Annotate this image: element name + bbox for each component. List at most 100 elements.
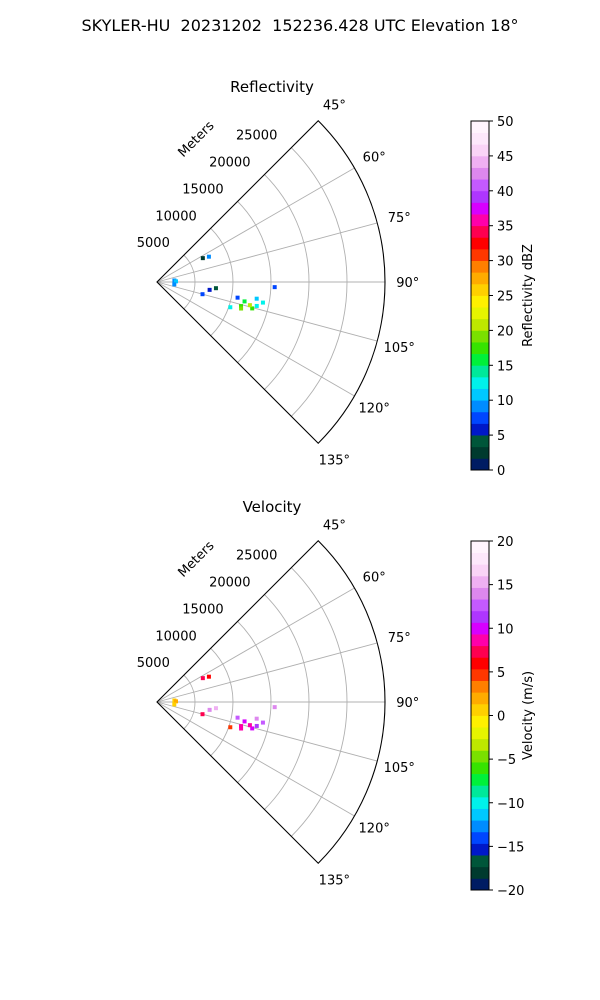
colorbar-tick-label: −5 (497, 753, 516, 768)
colorbar-segment (471, 657, 489, 670)
radial-tick-label: 10000 (155, 629, 196, 644)
colorbar-tick-label: 0 (497, 464, 505, 479)
radial-tick-label: 25000 (236, 129, 277, 144)
colorbar-tick-label: 15 (497, 359, 514, 374)
figure-title: SKYLER-HU 20231202 152236.428 UTC Elevat… (81, 16, 519, 35)
azimuth-tick-label: 135° (319, 453, 350, 468)
colorbar-tick-label: 35 (497, 220, 514, 235)
azimuth-gridline (156, 222, 378, 283)
radial-tick-label: 5000 (137, 656, 170, 671)
colorbar-segment (471, 272, 489, 285)
azimuth-gridline (156, 167, 355, 283)
azimuth-tick-label: 135° (319, 873, 350, 888)
colorbar-tick-label: 40 (497, 185, 514, 200)
radar-echo (254, 303, 259, 308)
colorbar-segment (471, 458, 489, 471)
colorbar-segment (471, 692, 489, 705)
colorbar-segment (471, 318, 489, 331)
radar-echo (239, 726, 244, 731)
colorbar-segment (471, 144, 489, 157)
azimuth-gridline (156, 281, 378, 342)
radar-echo (235, 715, 240, 720)
colorbar-tick-label: 20 (497, 535, 514, 550)
radar-echo (242, 299, 247, 304)
azimuth-tick-label: 105° (384, 761, 415, 776)
radar-echo (235, 295, 240, 300)
radar-echo (239, 724, 244, 729)
azimuth-gridline (156, 281, 355, 397)
azimuth-tick-label: 45° (323, 99, 346, 114)
radar-echo (173, 279, 178, 284)
colorbar-segment (471, 167, 489, 180)
colorbar-tick-label: 5 (497, 429, 505, 444)
colorbar-tick-label: 10 (497, 622, 514, 637)
colorbar-segment (471, 260, 489, 273)
radar-echo (200, 292, 205, 297)
colorbar-segment (471, 808, 489, 821)
colorbar-segment (471, 599, 489, 612)
colorbar-segment (471, 295, 489, 308)
colorbar-segment (471, 552, 489, 565)
radial-axis-label: Meters (175, 118, 217, 160)
colorbar-segment (471, 423, 489, 436)
colorbar-tick-label: 15 (497, 579, 514, 594)
radar-echo (200, 676, 205, 681)
radial-tick-label: 25000 (236, 549, 277, 564)
azimuth-tick-label: 75° (388, 211, 411, 226)
colorbar-segment (471, 353, 489, 366)
colorbar-segment (471, 727, 489, 740)
colorbar-tick-label: 5 (497, 666, 505, 681)
colorbar-tick-label: 0 (497, 710, 505, 725)
azimuth-gridline (156, 701, 355, 817)
colorbar-segment (471, 214, 489, 227)
colorbar-segment (471, 155, 489, 168)
colorbar-segment (471, 376, 489, 389)
radar-echo (213, 706, 218, 711)
colorbar-tick-label: −10 (497, 797, 524, 812)
radar-echo (239, 306, 244, 311)
panel-title: Reflectivity (230, 78, 314, 96)
radar-echo (213, 286, 218, 291)
azimuth-tick-label: 105° (384, 341, 415, 356)
colorbar-segment (471, 820, 489, 833)
radial-tick-label: 20000 (209, 576, 250, 591)
colorbar-tick-label: 10 (497, 394, 514, 409)
colorbar-segment (471, 715, 489, 728)
colorbar-segment (471, 202, 489, 215)
radar-echo (228, 305, 233, 310)
radar-echo (207, 287, 212, 292)
colorbar-segment (471, 365, 489, 378)
azimuth-tick-label: 90° (396, 276, 419, 291)
radial-tick-label: 15000 (182, 602, 223, 617)
azimuth-tick-label: 60° (363, 571, 386, 586)
azimuth-tick-label: 120° (359, 401, 390, 416)
colorbar-segment (471, 388, 489, 401)
colorbar-segment (471, 855, 489, 868)
radar-echo (247, 303, 252, 308)
radial-axis-label: Meters (175, 538, 217, 580)
colorbar-segment (471, 132, 489, 145)
azimuth-tick-label: 60° (363, 151, 386, 166)
radar-echo (272, 705, 277, 710)
colorbar-tick-label: 50 (497, 115, 514, 130)
sector-frame (156, 540, 386, 864)
colorbar-segment (471, 225, 489, 238)
colorbar-segment (471, 680, 489, 693)
radar-echo (173, 699, 178, 704)
colorbar-segment (471, 785, 489, 798)
colorbar-segment (471, 773, 489, 786)
colorbar-segment (471, 750, 489, 763)
colorbar-segment (471, 738, 489, 751)
radar-echo (206, 674, 211, 679)
colorbar-tick-label: 45 (497, 150, 514, 165)
colorbar-label: Reflectivity dBZ (521, 244, 536, 347)
azimuth-tick-label: 120° (359, 821, 390, 836)
azimuth-tick-label: 90° (396, 696, 419, 711)
radar-echo (254, 723, 259, 728)
radar-echo (172, 702, 177, 707)
radar-echo (254, 296, 259, 301)
colorbar-segment (471, 610, 489, 623)
colorbar-tick-label: 30 (497, 255, 514, 270)
radial-tick-label: 5000 (137, 236, 170, 251)
colorbar-segment (471, 622, 489, 635)
